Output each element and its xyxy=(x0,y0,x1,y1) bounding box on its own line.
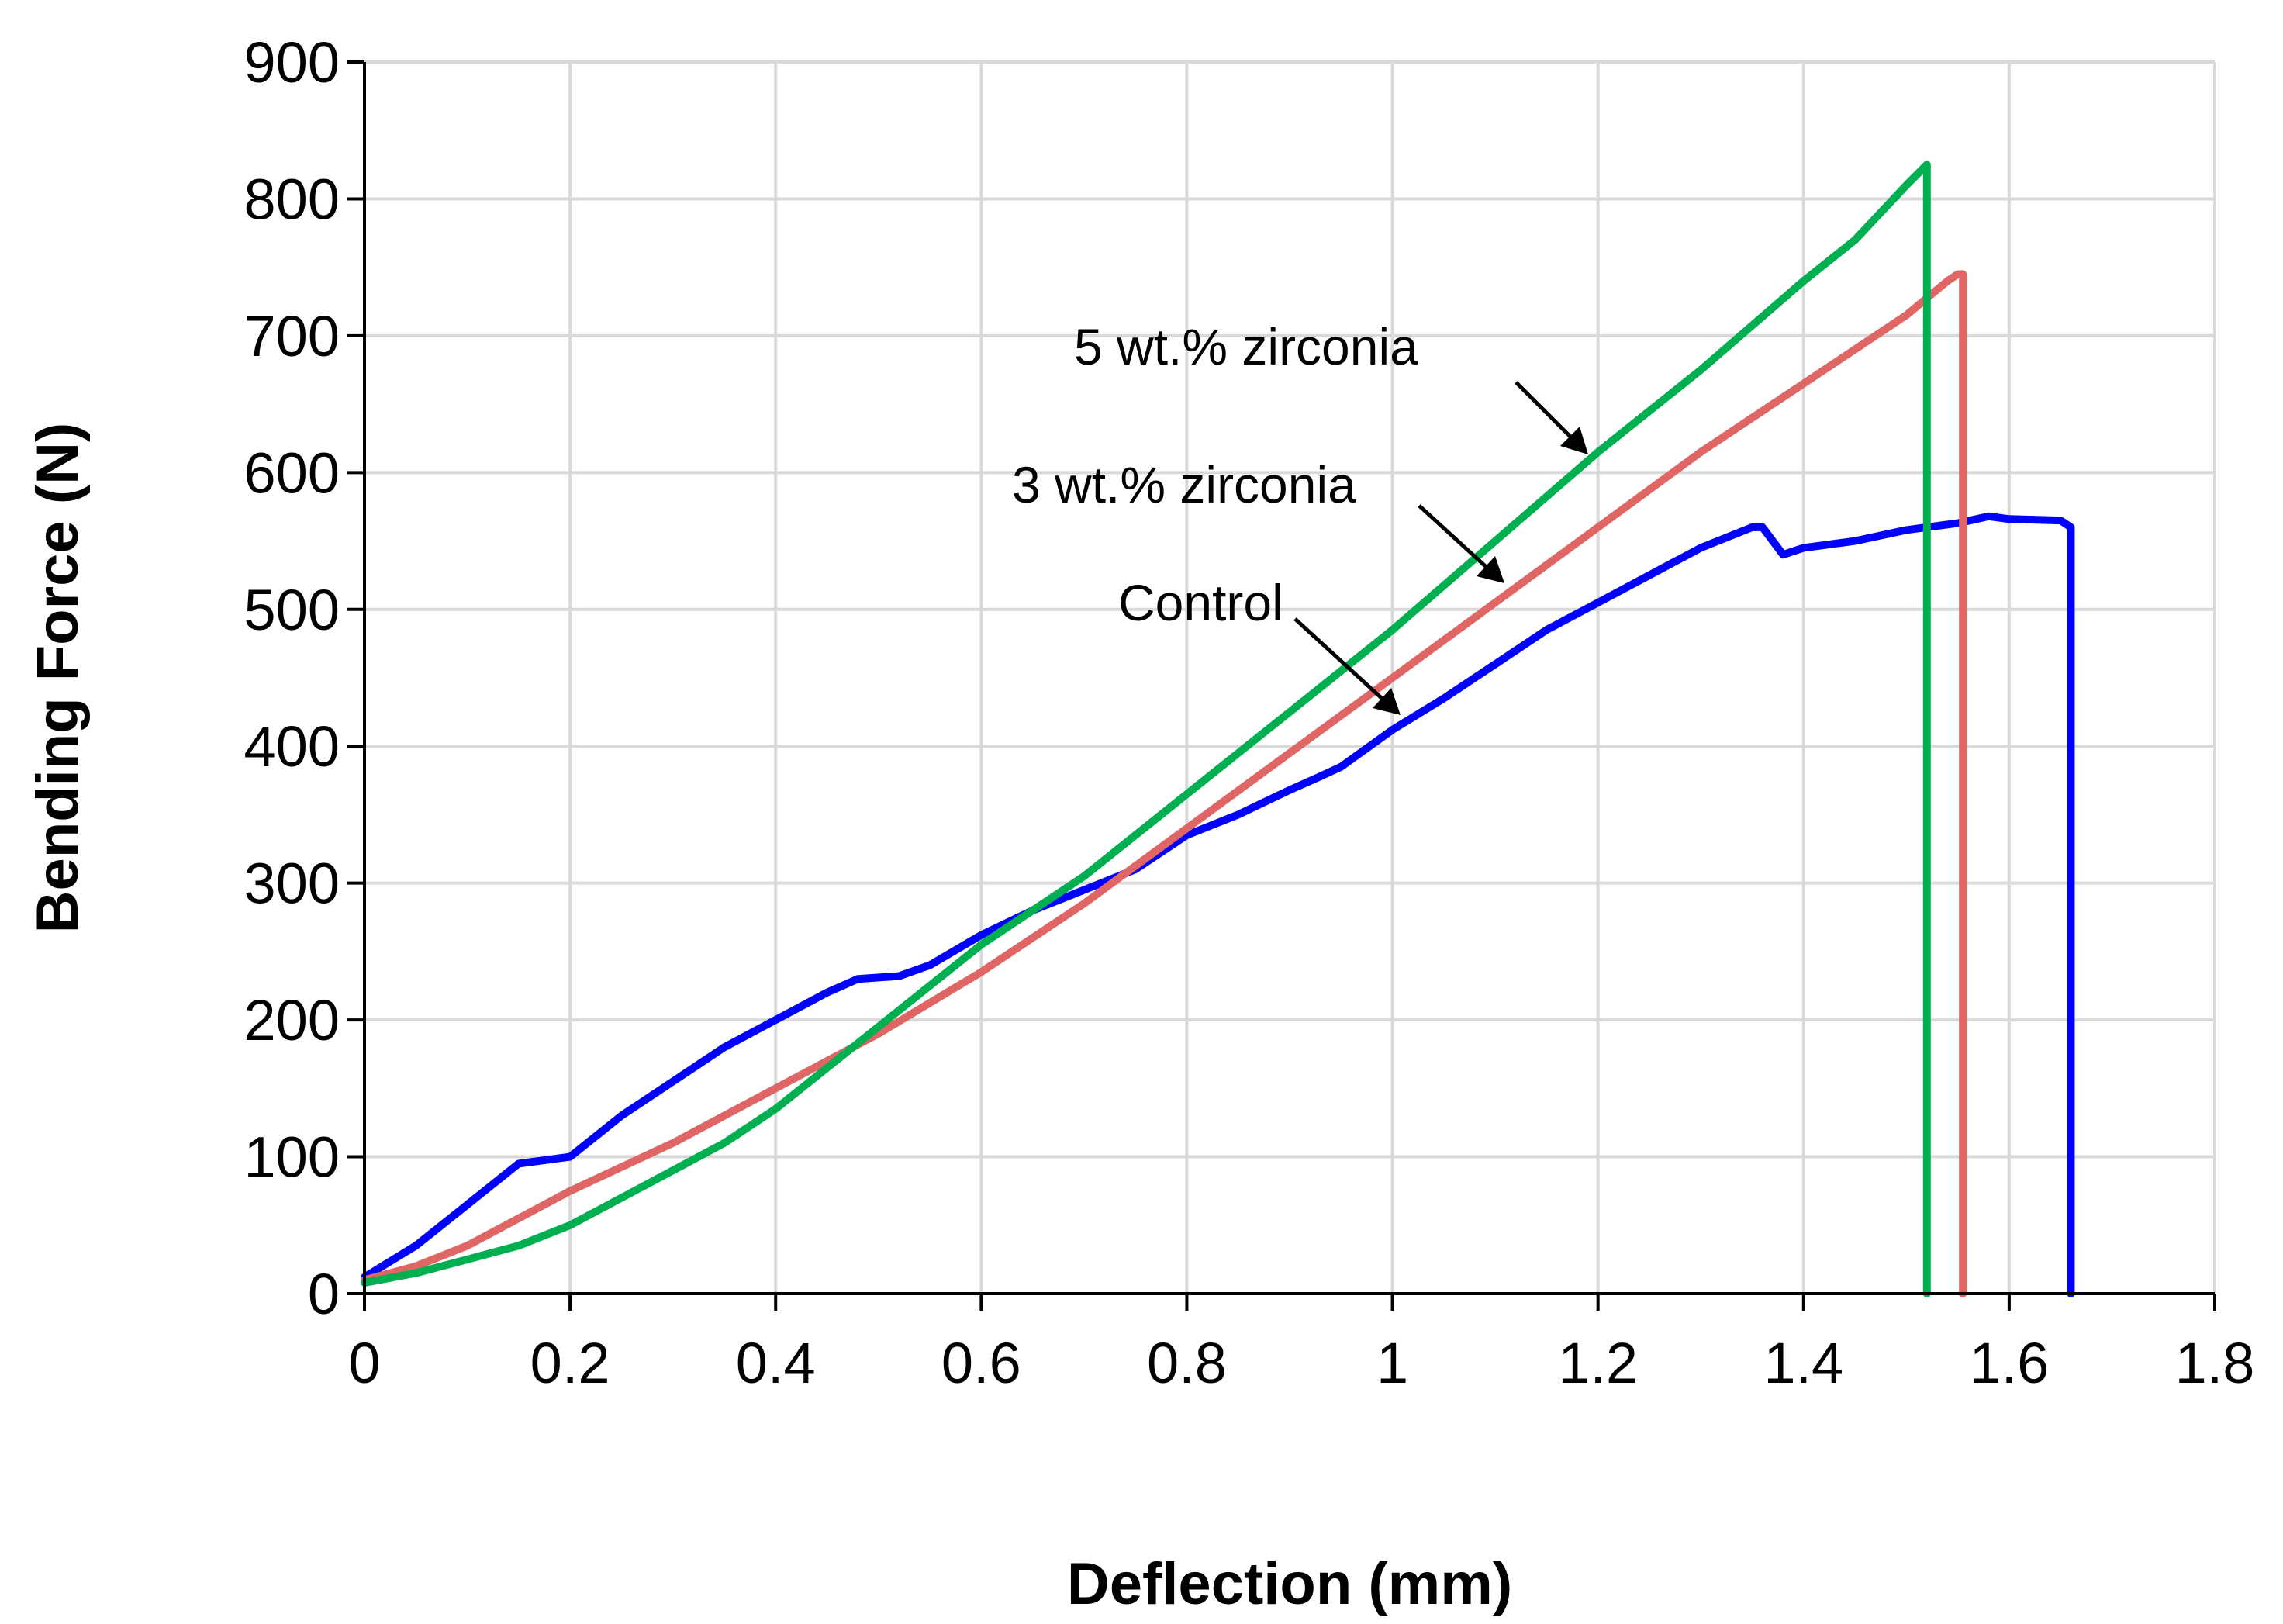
x-tick-label-0: 0 xyxy=(348,1331,380,1395)
y-tick-label-800: 800 xyxy=(244,167,340,231)
x-tick-label-0.8: 0.8 xyxy=(1147,1331,1227,1395)
series-line-5-wt-zirconia xyxy=(361,161,1931,1297)
annotation-3wt-zirconia: 3 wt.% zirconia xyxy=(1012,456,1356,513)
axes xyxy=(363,62,2215,1295)
x-tick-label-0.6: 0.6 xyxy=(941,1331,1021,1395)
y-tick-label-100: 100 xyxy=(244,1125,340,1190)
y-tick-label-200: 200 xyxy=(244,988,340,1052)
annotation-5wt-arrowhead xyxy=(1560,427,1588,454)
annotation-5wt-arrow xyxy=(1515,381,1576,442)
annotation-control-arrowhead xyxy=(1373,688,1401,715)
y-tick-label-900: 900 xyxy=(244,30,340,95)
series-lines xyxy=(361,161,2075,1297)
annotation-5wt-zirconia: 5 wt.% zirconia xyxy=(1074,318,1418,375)
x-tick-label-1.8: 1.8 xyxy=(2175,1331,2255,1395)
x-tick-label-0.4: 0.4 xyxy=(736,1331,816,1395)
y-tick-label-700: 700 xyxy=(244,304,340,368)
y-tick-label-0: 0 xyxy=(308,1262,340,1326)
x-tick-label-1.6: 1.6 xyxy=(1969,1331,2049,1395)
y-tick-label-600: 600 xyxy=(244,441,340,505)
y-tick-label-400: 400 xyxy=(244,714,340,779)
annotation-3wt-arrowhead xyxy=(1477,556,1504,583)
annotation-control-arrow xyxy=(1293,617,1388,704)
annotation-3wt-arrow xyxy=(1418,504,1492,572)
x-tick-label-1: 1 xyxy=(1376,1331,1408,1395)
annotation-control: Control xyxy=(1118,574,1283,631)
x-tick-label-1.2: 1.2 xyxy=(1558,1331,1638,1395)
tick-labels: 0 100 200 300 400 500 600 700 800 900 0 0.2 0.4 0.6 0.… xyxy=(244,30,2255,1395)
y-tick-label-300: 300 xyxy=(244,852,340,916)
series-line-control xyxy=(361,512,2075,1297)
y-axis-title: Bending Force (N) xyxy=(25,423,91,934)
y-tick-label-500: 500 xyxy=(244,578,340,642)
x-tick-label-1.4: 1.4 xyxy=(1763,1331,1843,1395)
x-tick-label-0.2: 0.2 xyxy=(530,1331,610,1395)
x-axis-title: Deflection (mm) xyxy=(1067,1551,1512,1617)
plot-area xyxy=(364,62,2215,1294)
